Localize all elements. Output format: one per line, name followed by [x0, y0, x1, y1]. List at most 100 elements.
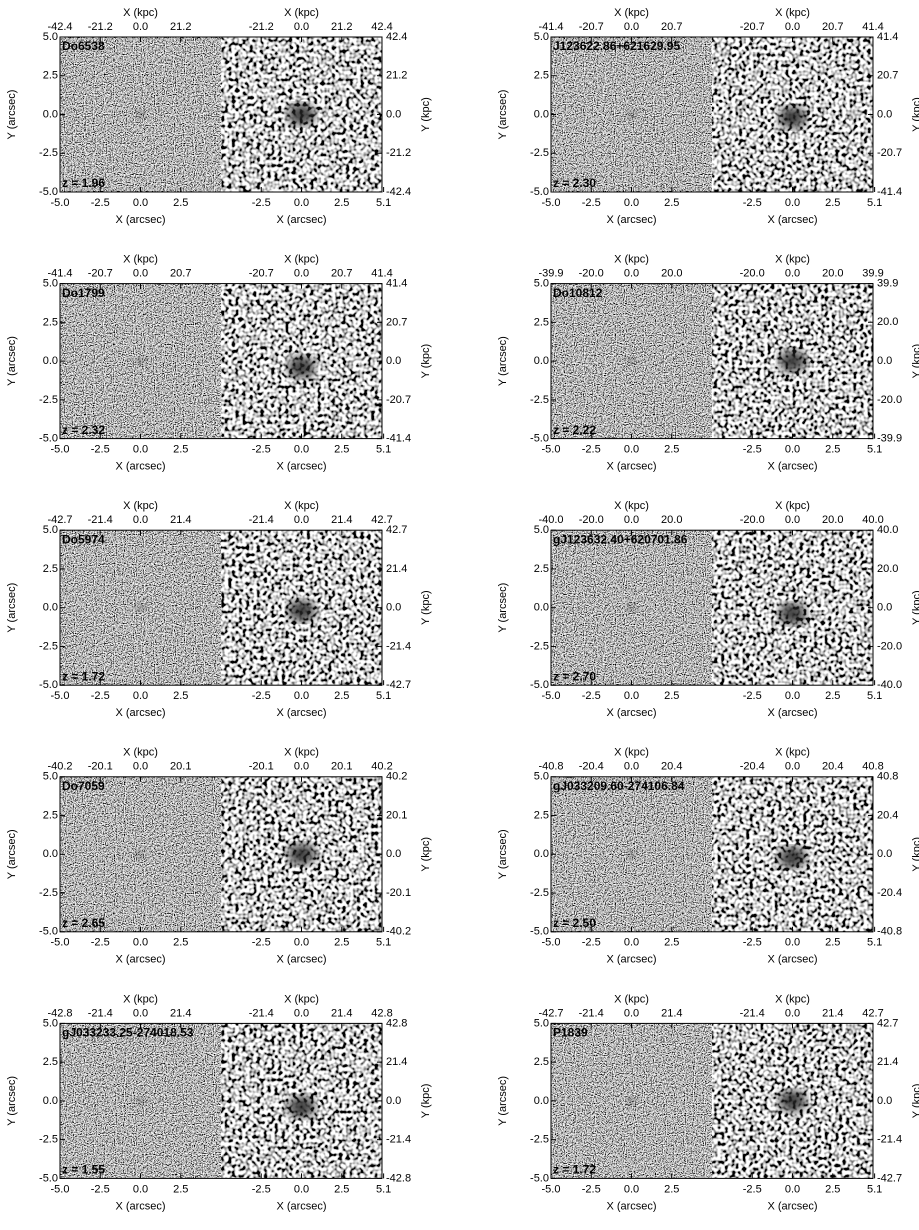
y-tick-label: 0.0	[43, 602, 58, 614]
x2-tick-label: -20.0	[579, 268, 604, 280]
x2-tick-label: 42.7	[862, 1007, 883, 1019]
source-blob	[287, 356, 316, 379]
y-tick-label: 5.0	[43, 524, 58, 536]
x2-tick-label: 42.8	[371, 1007, 392, 1019]
x2-tick-label: -20.7	[740, 21, 765, 33]
x2-axis-label: X (kpc)	[614, 747, 649, 759]
y-tick-label: -2.5	[39, 887, 58, 899]
y2-tick-label: -21.2	[386, 147, 411, 159]
x2-tick-label: 39.9	[862, 268, 883, 280]
y-axis-label: Y (arcsec)	[497, 583, 509, 633]
x-tick-label: -5.0	[51, 690, 70, 702]
x2-tick-label: 21.4	[822, 1007, 843, 1019]
x2-tick-label: -41.4	[538, 21, 563, 33]
redshift-label: z = 2.30	[553, 176, 596, 190]
x-tick-label: 5.1	[376, 690, 391, 702]
y-tick-label: 5.0	[534, 771, 549, 783]
y-tick-label: -5.0	[530, 186, 549, 198]
y-tick-label: 0.0	[534, 355, 549, 367]
y2-tick-label: -20.0	[877, 394, 902, 406]
x2-tick-label: -41.4	[47, 268, 72, 280]
redshift-label: z = 2.22	[553, 423, 596, 437]
y2-tick-label: -40.2	[386, 926, 411, 938]
object-name: gJ033233.25-274018.53	[62, 1026, 194, 1040]
x2-tick-label: -21.2	[249, 21, 274, 33]
y-tick-label: 2.5	[43, 70, 58, 82]
x-tick-label: 5.1	[376, 197, 391, 209]
x-tick-label: -5.0	[542, 937, 561, 949]
x2-tick-label: -21.4	[249, 1007, 274, 1019]
y2-tick-label: 21.2	[386, 70, 407, 82]
x-tick-label: 5.1	[867, 444, 882, 456]
y2-tick-label: 20.0	[877, 316, 898, 328]
x-tick-label: 0.0	[785, 1183, 800, 1195]
x2-tick-label: 0.0	[624, 268, 639, 280]
x2-tick-label: -42.7	[47, 514, 72, 526]
x2-axis-label: X (kpc)	[123, 993, 158, 1005]
x2-tick-label: -39.9	[538, 268, 563, 280]
source-blob	[287, 843, 316, 866]
x-tick-label: 2.5	[825, 197, 840, 209]
y2-tick-label: -20.1	[386, 887, 411, 899]
x2-axis-label: X (kpc)	[775, 254, 810, 266]
y2-tick-label: 20.4	[877, 809, 898, 821]
source-blob	[626, 1096, 637, 1105]
x2-tick-label: 0.0	[294, 1007, 309, 1019]
x2-tick-label: 0.0	[624, 761, 639, 773]
x-tick-label: 0.0	[294, 444, 309, 456]
y2-tick-label: 0.0	[877, 848, 892, 860]
x2-axis-label: X (kpc)	[284, 747, 319, 759]
x2-tick-label: -21.4	[88, 514, 113, 526]
panel: Do7059 z = 2.65 -5.0 -2.5 0.0 2.5 X (arcsec) X …	[6, 747, 432, 966]
y2-tick-label: -42.4	[386, 186, 411, 198]
y2-tick-label: 20.7	[877, 70, 898, 82]
x2-tick-label: -42.4	[47, 21, 72, 33]
y-axis-label: Y (arcsec)	[6, 336, 18, 386]
x-axis-label: X (arcsec)	[767, 1200, 817, 1212]
x-tick-label: 2.5	[334, 937, 349, 949]
x-tick-label: 2.5	[334, 197, 349, 209]
panel: J123622.86+621629.95 z = 2.30 -5.0 -2.5 0.0 2…	[497, 7, 919, 226]
object-name: Do10812	[553, 286, 603, 300]
y-axis-label: Y (arcsec)	[497, 829, 509, 879]
x2-tick-label: 0.0	[294, 761, 309, 773]
x-tick-label: -2.5	[743, 1183, 762, 1195]
y-tick-label: -2.5	[39, 394, 58, 406]
x-tick-label: 5.1	[867, 690, 882, 702]
x2-tick-label: 0.0	[785, 761, 800, 773]
y-tick-label: 5.0	[43, 771, 58, 783]
y-tick-label: 2.5	[43, 316, 58, 328]
x2-tick-label: 20.7	[822, 21, 843, 33]
y-tick-label: 2.5	[43, 563, 58, 575]
y-tick-label: 2.5	[534, 70, 549, 82]
y-axis-label: Y (arcsec)	[497, 1076, 509, 1126]
y-tick-label: -2.5	[39, 147, 58, 159]
x2-tick-label: 0.0	[294, 514, 309, 526]
y-tick-label: 2.5	[534, 316, 549, 328]
x2-tick-label: 0.0	[133, 21, 148, 33]
panel: Do10812 z = 2.22 -5.0 -2.5 0.0 2.5 X (arcsec) X…	[497, 254, 919, 473]
x-tick-label: 0.0	[133, 937, 148, 949]
x-tick-label: 0.0	[294, 1183, 309, 1195]
y-axis-label: Y (arcsec)	[6, 90, 18, 140]
x2-axis-label: X (kpc)	[123, 500, 158, 512]
x-axis-label: X (arcsec)	[276, 461, 326, 473]
redshift-label: z = 1.55	[62, 1163, 105, 1177]
x2-tick-label: -21.2	[88, 21, 113, 33]
y-tick-label: -2.5	[530, 640, 549, 652]
x2-axis-label: X (kpc)	[775, 747, 810, 759]
y2-tick-label: 41.4	[386, 278, 407, 290]
y2-tick-label: 21.4	[877, 1056, 898, 1068]
y2-axis-label: Y (kpc)	[911, 97, 919, 132]
y2-tick-label: 40.8	[877, 771, 898, 783]
x2-tick-label: 20.4	[822, 761, 843, 773]
x2-tick-label: 0.0	[294, 21, 309, 33]
redshift-label: z = 2.32	[62, 423, 105, 437]
x-tick-label: 0.0	[785, 937, 800, 949]
x2-tick-label: 20.7	[331, 268, 352, 280]
y2-axis-label: Y (kpc)	[420, 837, 432, 872]
panel: Do6538 z = 1.96 -5.0 -2.5 0.0 2.5 X (arcsec) X …	[6, 7, 432, 226]
source-blob	[135, 1096, 146, 1105]
x2-tick-label: 20.1	[331, 761, 352, 773]
x-axis-label: X (arcsec)	[767, 214, 817, 226]
